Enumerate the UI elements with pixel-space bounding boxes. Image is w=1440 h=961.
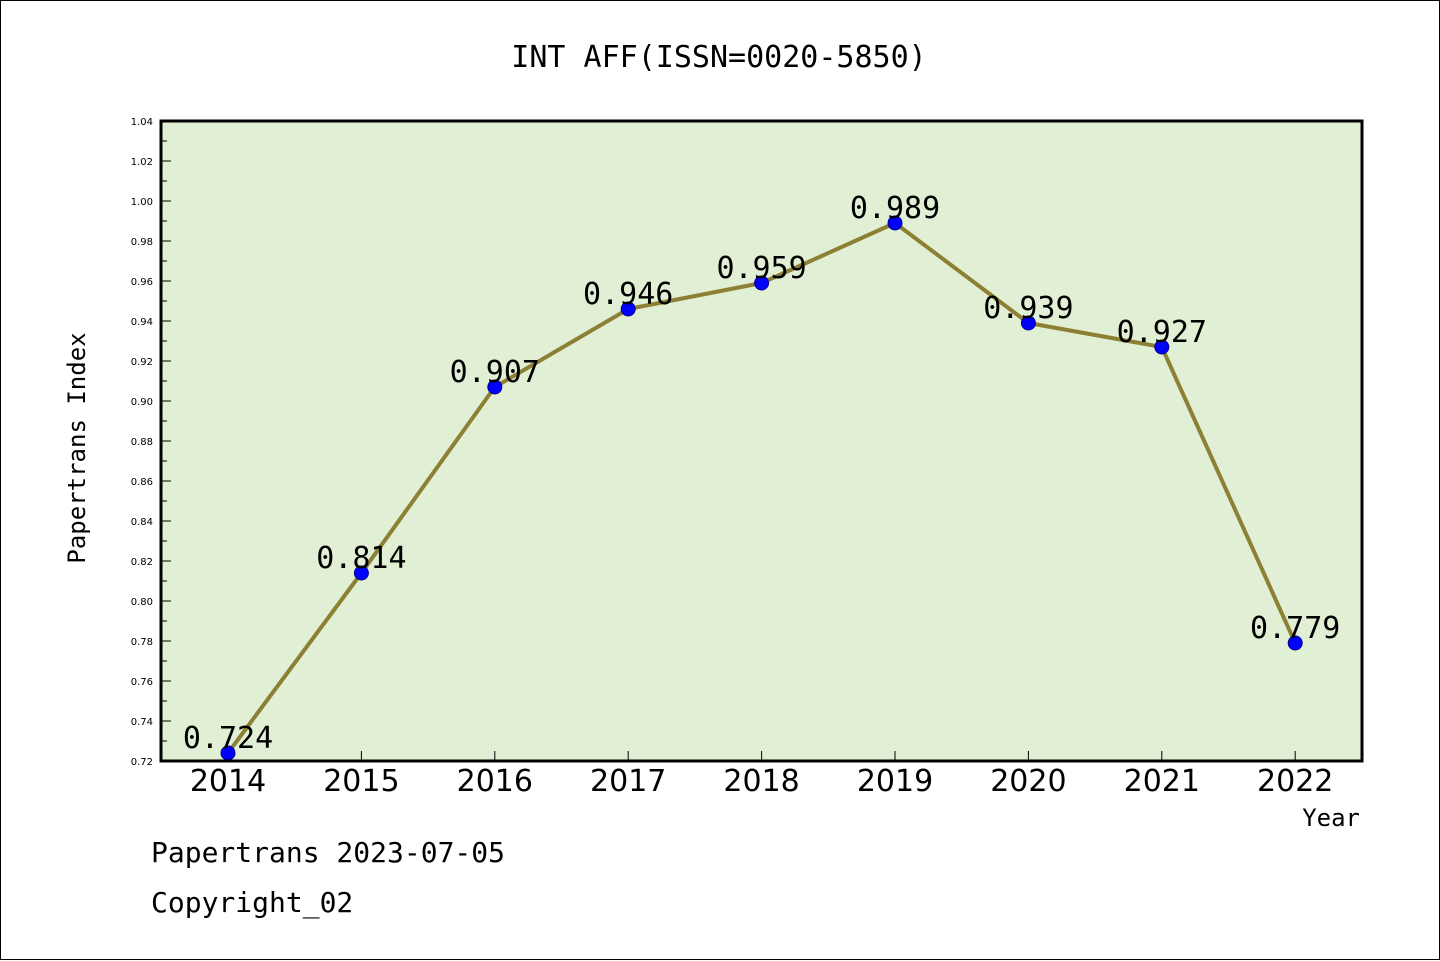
data-labels-group: 0.724 0.814 0.907 0.946 0.959 0.989 0.939 0.927… xyxy=(183,191,1341,756)
chart-title: INT AFF(ISSN=0020-5850) xyxy=(511,40,926,75)
data-point xyxy=(754,275,770,291)
data-label: 0.927 xyxy=(1117,315,1207,350)
y-tick-label: 1.02 xyxy=(131,157,153,168)
y-tick-label: 0.82 xyxy=(131,557,153,568)
data-label: 0.814 xyxy=(316,541,406,576)
data-label: 0.989 xyxy=(850,191,940,226)
data-label: 0.779 xyxy=(1250,611,1340,646)
data-label: 0.907 xyxy=(450,355,540,390)
data-point xyxy=(1020,315,1036,331)
y-tick-label: 0.88 xyxy=(131,437,153,448)
y-tick-label: 0.84 xyxy=(131,517,153,528)
x-tick-label: 2017 xyxy=(590,764,666,799)
y-tick-label: 1.00 xyxy=(131,197,153,208)
x-tick-label: 2020 xyxy=(990,764,1066,799)
x-axis-label: Year xyxy=(1302,804,1360,832)
y-tick-label: 0.98 xyxy=(131,237,153,248)
y-tick-label: 0.74 xyxy=(131,717,153,728)
data-label: 0.724 xyxy=(183,721,273,756)
footer-date: Papertrans 2023-07-05 xyxy=(151,836,506,869)
data-point xyxy=(487,379,503,395)
y-tick-label: 0.90 xyxy=(131,397,153,408)
y-tick-label: 0.96 xyxy=(131,277,153,288)
markers-group xyxy=(220,215,1303,761)
x-tick-label: 2016 xyxy=(457,764,533,799)
footer-copyright: Copyright_02 xyxy=(151,886,354,919)
x-tick-label: 2015 xyxy=(323,764,399,799)
data-label: 0.959 xyxy=(716,251,806,286)
data-label: 0.939 xyxy=(983,291,1073,326)
data-point xyxy=(1287,635,1303,651)
y-axis: 0.72 0.74 0.76 0.78 0.80 0.82 0.84 0.86 0.88 0.90… xyxy=(131,117,171,768)
y-axis-label: Papertrans Index xyxy=(63,332,91,563)
x-tick-label: 2014 xyxy=(190,764,266,799)
data-point xyxy=(620,301,636,317)
data-point xyxy=(1154,339,1170,355)
x-tick-label: 2021 xyxy=(1124,764,1200,799)
y-tick-label: 0.76 xyxy=(131,677,153,688)
plot-area xyxy=(161,121,1362,761)
y-tick-label: 0.92 xyxy=(131,357,153,368)
y-tick-label: 0.80 xyxy=(131,597,153,608)
y-tick-label: 0.72 xyxy=(131,757,153,768)
data-point xyxy=(353,565,369,581)
y-tick-label: 0.78 xyxy=(131,637,153,648)
x-tick-label: 2018 xyxy=(723,764,799,799)
data-label: 0.946 xyxy=(583,277,673,312)
x-axis: 2014 2015 2016 2017 2018 2019 2020 2021 2022 xyxy=(190,751,1333,799)
plot-border xyxy=(159,119,1364,763)
data-point xyxy=(887,215,903,231)
y-tick-label: 0.94 xyxy=(131,317,153,328)
x-tick-label: 2019 xyxy=(857,764,933,799)
y-tick-label: 0.86 xyxy=(131,477,153,488)
y-tick-label: 1.04 xyxy=(131,117,153,128)
x-tick-label: 2022 xyxy=(1257,764,1333,799)
